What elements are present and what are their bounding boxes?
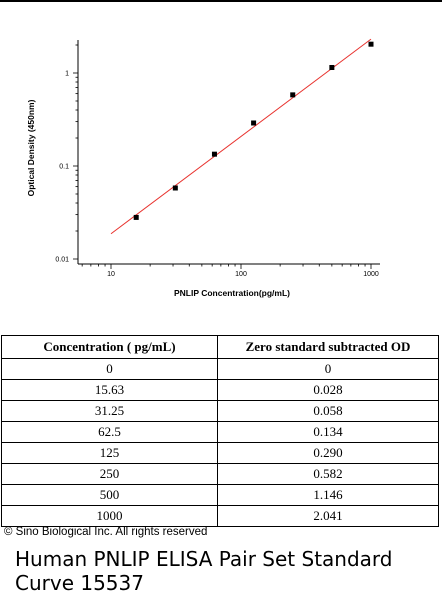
x-tick-label: 1000 <box>363 271 379 278</box>
y-tick-label: 0.01 <box>55 257 69 264</box>
table-row: 125 0.290 <box>1 442 439 464</box>
concentration-cell: 0 <box>1 358 218 380</box>
data-point <box>290 92 296 98</box>
od-cell: 0.028 <box>217 379 439 401</box>
top-rule <box>0 0 442 2</box>
od-cell: 0.290 <box>217 442 439 464</box>
od-cell: 0.058 <box>217 400 439 422</box>
table-row: 500 1.146 <box>1 484 439 506</box>
table-row: 15.63 0.028 <box>1 379 439 401</box>
copyright-notice: © Sino Biological Inc. All rights reserv… <box>4 526 208 538</box>
x-tick-label: 100 <box>235 271 247 278</box>
concentration-cell: 125 <box>1 442 218 464</box>
x-axis-title: PNLIP Concentration(pg/mL) <box>174 288 290 298</box>
standard-table: Concentration ( pg/mL) Zero standard sub… <box>1 335 439 527</box>
concentration-cell: 1000 <box>1 505 218 527</box>
table-header-row: Concentration ( pg/mL) Zero standard sub… <box>1 335 439 359</box>
y-axis-title: Optical Density (450nm) <box>26 99 36 196</box>
y-tick-label: 0.1 <box>59 164 69 171</box>
concentration-cell: 500 <box>1 484 218 506</box>
concentration-cell: 62.5 <box>1 421 218 443</box>
table-row: 250 0.582 <box>1 463 439 485</box>
od-cell: 2.041 <box>217 505 439 527</box>
header-od: Zero standard subtracted OD <box>217 335 439 359</box>
table-row: 62.5 0.134 <box>1 421 439 443</box>
od-cell: 0 <box>217 358 439 380</box>
concentration-cell: 15.63 <box>1 379 218 401</box>
figure-caption: Human PNLIP ELISA Pair Set Standard Curv… <box>15 547 393 595</box>
data-point <box>211 151 217 157</box>
concentration-cell: 250 <box>1 463 218 485</box>
standard-curve-chart: 0.01 0.1 1 10 100 1000 PNLIP Concentration(pg/… <box>26 38 380 298</box>
concentration-cell: 31.25 <box>1 400 218 422</box>
od-cell: 0.582 <box>217 463 439 485</box>
data-point <box>329 64 335 70</box>
header-concentration: Concentration ( pg/mL) <box>1 335 218 359</box>
data-point <box>172 185 178 191</box>
table-row: 1000 2.041 <box>1 505 439 527</box>
data-point <box>251 120 257 126</box>
od-cell: 0.134 <box>217 421 439 443</box>
y-tick-label: 1 <box>65 71 69 78</box>
x-tick-label: 10 <box>107 271 115 278</box>
data-point <box>133 214 139 220</box>
od-cell: 1.146 <box>217 484 439 506</box>
data-point <box>368 41 374 47</box>
table-row: 31.25 0.058 <box>1 400 439 422</box>
fit-line <box>110 38 372 235</box>
